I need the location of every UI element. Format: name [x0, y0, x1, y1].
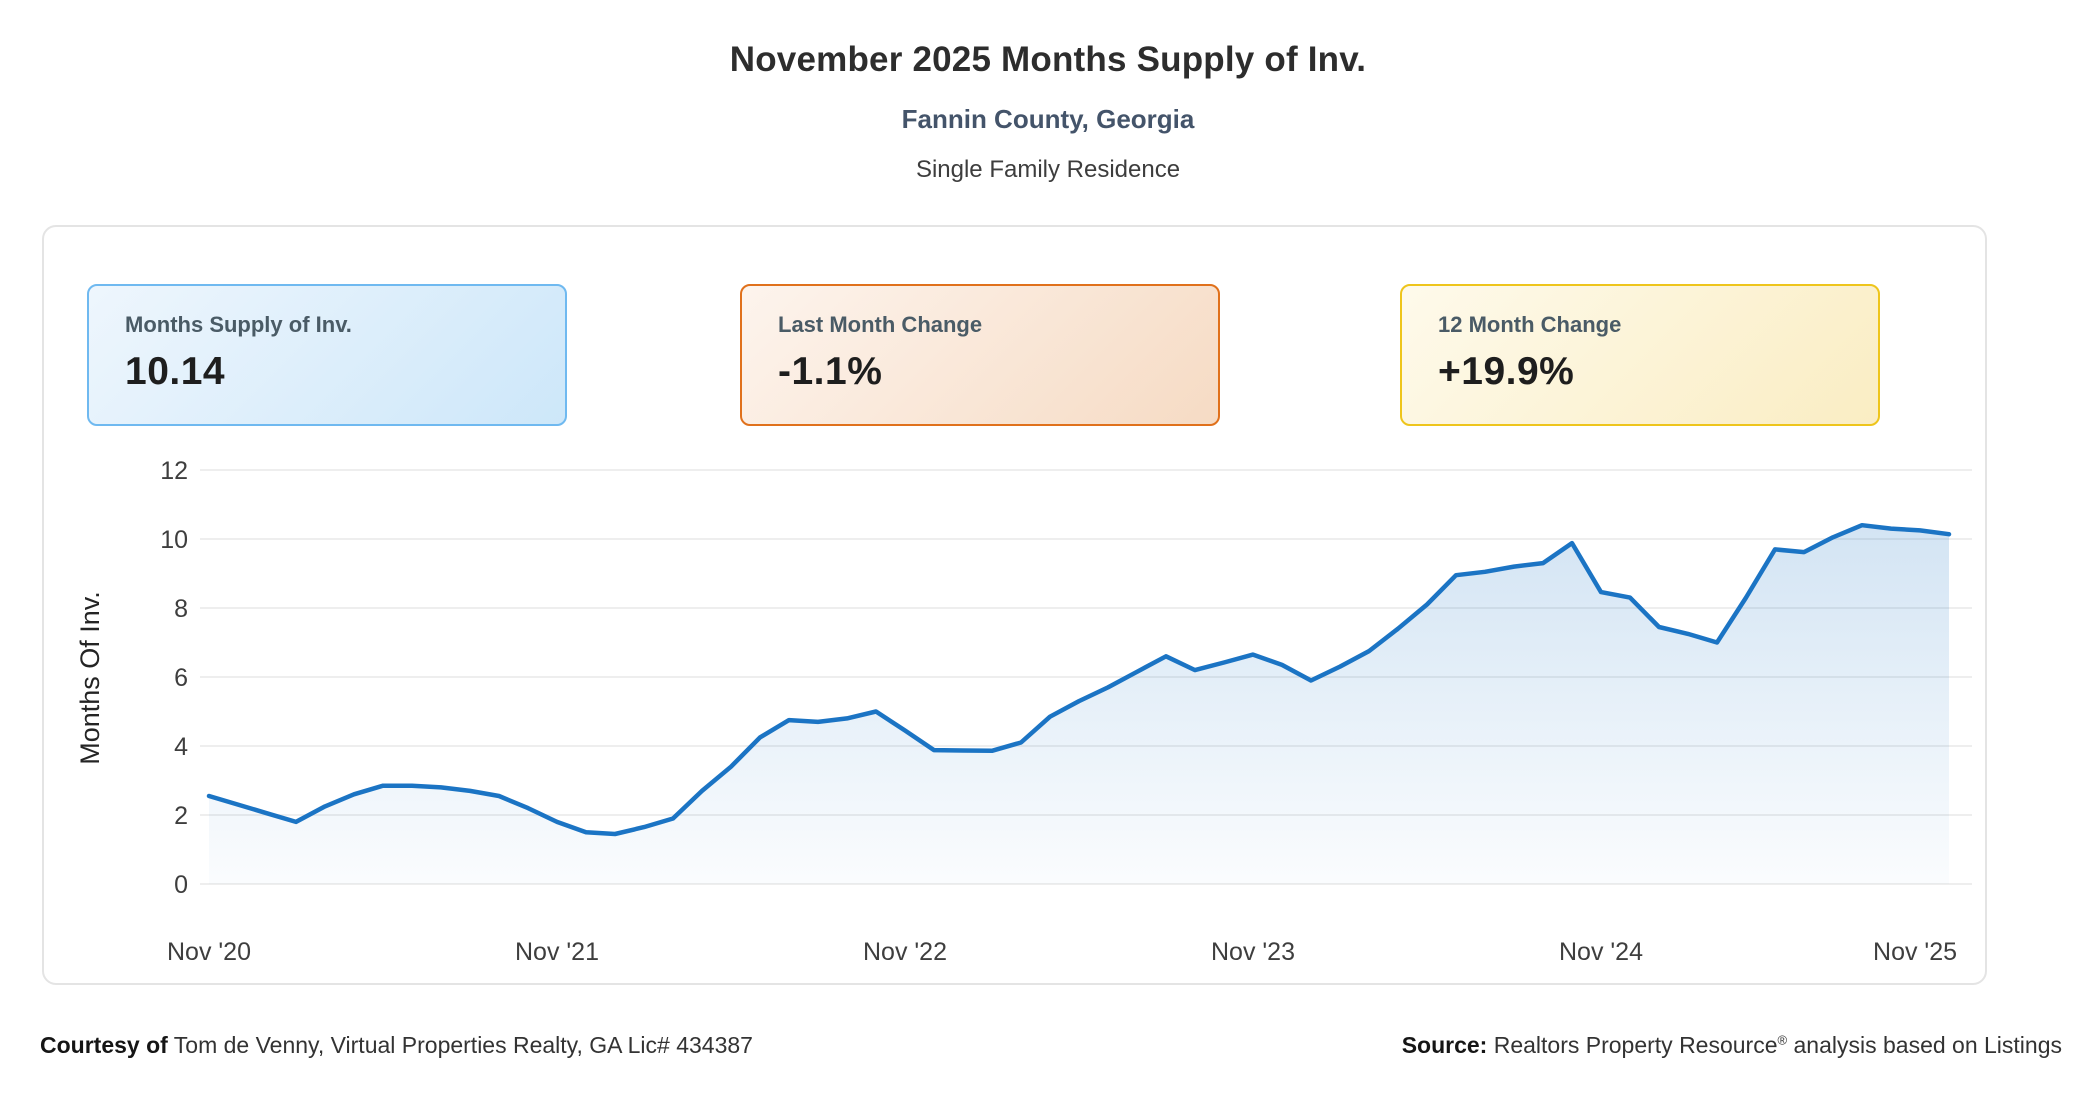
property-type-label: Single Family Residence	[915, 156, 1181, 183]
svg-text:Nov '24: Nov '24	[1559, 938, 1643, 966]
stat-card-12-month-change: 12 Month Change +19.9%	[1400, 284, 1880, 426]
stat-card-value: +19.9%	[1438, 350, 1575, 393]
registered-mark: ®	[1777, 1032, 1788, 1048]
svg-text:2: 2	[174, 802, 188, 830]
stat-card-label: Months Supply of Inv.	[125, 312, 352, 337]
svg-text:12: 12	[160, 457, 188, 485]
source-text-2: analysis based on Listings	[1787, 1032, 2062, 1058]
svg-text:Nov '23: Nov '23	[1211, 938, 1295, 966]
svg-text:0: 0	[174, 871, 188, 899]
series-area	[209, 525, 1949, 884]
svg-text:8: 8	[174, 595, 188, 623]
stat-card-value: -1.1%	[778, 350, 883, 393]
svg-text:Nov '22: Nov '22	[863, 938, 947, 966]
stat-card-value: 10.14	[125, 350, 226, 393]
page-title: November 2025 Months Supply of Inv.	[729, 40, 1367, 79]
y-axis-title: Months Of Inv.	[75, 591, 105, 765]
source-note: Source: Realtors Property Resource® anal…	[1402, 1032, 2062, 1059]
svg-text:Nov '25: Nov '25	[1873, 938, 1957, 966]
source-text: Realtors Property Resource	[1487, 1032, 1778, 1058]
svg-text:4: 4	[174, 733, 188, 761]
x-axis-labels: Nov '20 Nov '21 Nov '22 Nov '23 Nov '24 Nov '…	[167, 938, 1957, 966]
courtesy-text: Tom de Venny, Virtual Properties Realty,…	[167, 1032, 753, 1058]
svg-text:Nov '20: Nov '20	[167, 938, 251, 966]
svg-text:10: 10	[160, 526, 188, 554]
stat-card-months-supply: Months Supply of Inv. 10.14	[87, 284, 567, 426]
y-axis-labels: 0 2 4 6 8 10 12	[160, 457, 188, 899]
svg-text:6: 6	[174, 664, 188, 692]
courtesy-note: Courtesy of Tom de Venny, Virtual Proper…	[40, 1032, 753, 1059]
page-subtitle-location: Fannin County, Georgia	[901, 104, 1195, 134]
svg-text:Nov '21: Nov '21	[515, 938, 599, 966]
series-line	[206, 522, 1952, 837]
source-label: Source:	[1401, 1032, 1488, 1058]
courtesy-label: Courtesy of	[40, 1032, 168, 1058]
stat-card-label: 12 Month Change	[1438, 312, 1622, 337]
stat-card-last-month-change: Last Month Change -1.1%	[740, 284, 1220, 426]
stat-card-label: Last Month Change	[778, 312, 983, 337]
